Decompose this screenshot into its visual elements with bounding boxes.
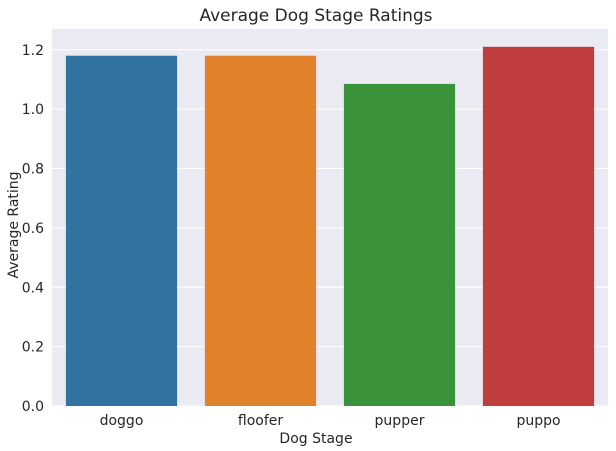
x-tick-label-puppo: puppo: [516, 413, 560, 429]
bar-floofer: [204, 55, 317, 407]
y-tick-label: 0.0: [22, 399, 44, 415]
bar-doggo: [65, 55, 178, 407]
bars: [65, 46, 595, 407]
y-tick-label: 1.0: [22, 102, 44, 118]
bar-puppo: [482, 46, 595, 406]
x-tick-label-doggo: doggo: [100, 413, 144, 429]
y-tick-label: 0.4: [22, 280, 44, 296]
y-tick-label: 0.6: [22, 221, 44, 237]
chart-title: Average Dog Stage Ratings: [199, 6, 432, 26]
x-tick-label-floofer: floofer: [238, 413, 283, 429]
y-tick-label: 0.2: [22, 340, 44, 356]
x-tick-labels: doggo floofer pupper puppo: [100, 413, 561, 429]
y-tick-label: 1.2: [22, 43, 44, 59]
y-tick-labels: 0.0 0.2 0.4 0.6 0.8 1.0 1.2: [22, 43, 44, 415]
y-axis-label: Average Rating: [6, 171, 22, 278]
x-axis-label: Dog Stage: [279, 431, 352, 447]
bar-pupper: [343, 83, 456, 406]
y-tick-label: 0.8: [22, 162, 44, 178]
x-tick-label-pupper: pupper: [375, 413, 425, 429]
